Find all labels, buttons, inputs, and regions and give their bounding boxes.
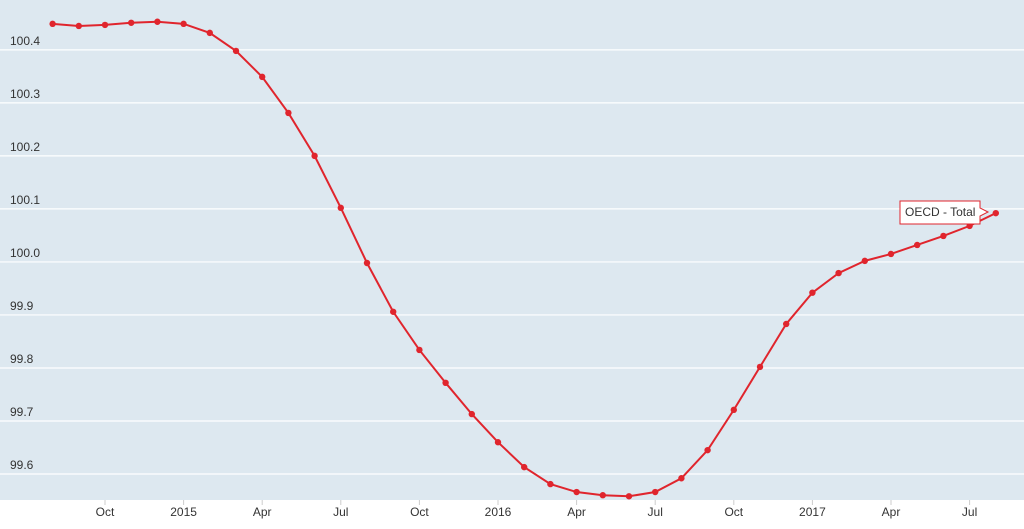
marks xyxy=(49,18,999,500)
x-tick-label: 2016 xyxy=(485,505,512,519)
point xyxy=(756,363,764,371)
y-tick-label: 99.8 xyxy=(10,352,34,366)
point xyxy=(730,406,737,414)
point xyxy=(311,152,318,160)
point xyxy=(678,475,685,482)
point xyxy=(914,241,921,249)
x-tick-label: 2017 xyxy=(799,505,826,519)
y-tick-label: 99.7 xyxy=(10,405,34,419)
x-tick-label: Apr xyxy=(253,505,272,519)
point xyxy=(704,446,711,454)
point xyxy=(599,492,606,499)
point xyxy=(232,47,240,55)
point xyxy=(75,22,83,30)
point xyxy=(809,289,816,296)
x-tick-label: Apr xyxy=(567,505,586,519)
plot-background xyxy=(0,0,1024,500)
y-tick-label: 100.0 xyxy=(10,246,40,260)
x-tick-label: Jul xyxy=(648,505,663,519)
point xyxy=(468,410,475,418)
point xyxy=(259,73,266,81)
point xyxy=(652,488,659,496)
point xyxy=(442,379,449,387)
x-tick-label: Apr xyxy=(882,505,901,519)
point xyxy=(416,346,423,354)
point xyxy=(363,259,371,267)
point xyxy=(101,21,109,29)
x-tick-label: Oct xyxy=(410,505,429,519)
tooltip-label: OECD - Total xyxy=(905,205,975,219)
point xyxy=(390,308,397,315)
y-tick-label: 100.1 xyxy=(10,193,40,207)
point xyxy=(521,463,528,471)
x-tick-label: Jul xyxy=(333,505,348,519)
point xyxy=(206,29,213,37)
point xyxy=(835,269,842,277)
tooltip-box xyxy=(899,200,990,225)
point xyxy=(494,439,502,446)
point xyxy=(887,250,895,258)
y-tick-label: 100.2 xyxy=(10,140,40,154)
x-tick-label: Oct xyxy=(96,505,115,519)
point xyxy=(992,209,999,217)
grid: 99.6 99.7 99.8 99.9 100.0 100.1 100.2 100.3 100.… xyxy=(0,34,1024,519)
point xyxy=(154,18,161,25)
point xyxy=(337,204,344,212)
tooltip: OECD - Total xyxy=(899,200,990,225)
y-tick-label: 100.3 xyxy=(10,87,40,101)
point xyxy=(940,232,947,240)
point xyxy=(547,480,554,488)
point xyxy=(128,19,135,26)
point xyxy=(783,320,790,328)
y-tick-label: 99.6 xyxy=(10,458,34,472)
x-tick-label: 2015 xyxy=(170,505,197,519)
point xyxy=(180,20,187,28)
point xyxy=(625,493,633,500)
point xyxy=(49,20,56,28)
x-tick-label: Oct xyxy=(724,505,743,519)
x-tick-label: Jul xyxy=(962,505,977,519)
y-tick-label: 100.4 xyxy=(10,34,40,48)
y-tick-label: 99.9 xyxy=(10,299,34,313)
point xyxy=(573,488,580,496)
point xyxy=(861,257,868,265)
point xyxy=(285,109,292,117)
